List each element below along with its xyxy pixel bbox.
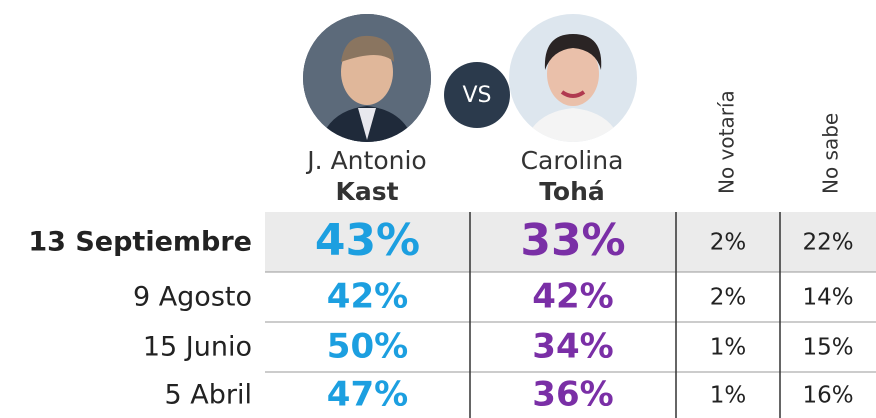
other-pct: 22% bbox=[802, 230, 853, 256]
candidate-first: Carolina bbox=[521, 146, 624, 175]
candidate-pct: 50% bbox=[327, 327, 408, 367]
other-pct: 2% bbox=[710, 285, 747, 311]
row-date: 13 Septiembre bbox=[28, 227, 252, 258]
column-header: No sabe bbox=[819, 113, 843, 194]
other-pct: 14% bbox=[802, 285, 853, 311]
candidate-pct: 43% bbox=[315, 215, 420, 266]
column-header: No votaría bbox=[715, 90, 739, 194]
other-pct: 2% bbox=[710, 230, 747, 256]
row-date: 5 Abril bbox=[165, 380, 252, 411]
vs-badge bbox=[444, 62, 510, 128]
candidate-pct: 34% bbox=[532, 327, 613, 367]
candidate-first: J. Antonio bbox=[305, 146, 426, 175]
candidate-pct: 42% bbox=[532, 277, 613, 317]
photo-toha bbox=[509, 14, 637, 142]
candidate-pct: 47% bbox=[327, 375, 408, 415]
photo-kast bbox=[303, 14, 431, 142]
row-date: 15 Junio bbox=[143, 332, 252, 363]
other-pct: 1% bbox=[710, 383, 747, 409]
other-pct: 16% bbox=[802, 383, 853, 409]
highlight-row bbox=[265, 212, 876, 272]
row-date: 9 Agosto bbox=[133, 282, 252, 313]
vs-label: VS bbox=[462, 83, 491, 108]
candidate-last: Tohá bbox=[539, 177, 605, 206]
other-pct: 1% bbox=[710, 335, 747, 361]
candidate-pct: 36% bbox=[532, 375, 613, 415]
other-pct: 15% bbox=[802, 335, 853, 361]
candidate-pct: 42% bbox=[327, 277, 408, 317]
candidate-pct: 33% bbox=[520, 215, 625, 266]
candidate-last: Kast bbox=[335, 177, 398, 206]
